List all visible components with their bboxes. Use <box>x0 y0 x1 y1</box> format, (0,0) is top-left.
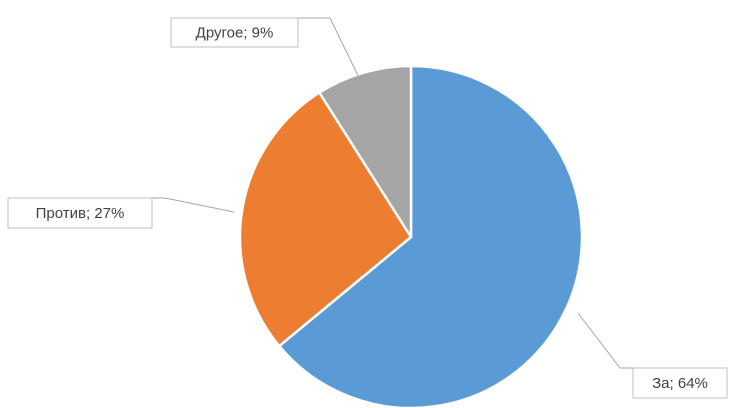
leader-line <box>577 312 633 369</box>
pie-slice <box>318 64 413 239</box>
pie-slice <box>238 91 413 348</box>
leader-line <box>152 197 235 213</box>
label-box <box>632 367 728 399</box>
label-box <box>170 17 299 48</box>
label-box <box>7 197 153 229</box>
data-label: Другое; 9% <box>196 24 274 41</box>
data-label: Против; 27% <box>36 205 125 222</box>
data-label: За; 64% <box>652 375 708 392</box>
pie-slice <box>277 64 584 408</box>
leader-line <box>298 17 366 91</box>
